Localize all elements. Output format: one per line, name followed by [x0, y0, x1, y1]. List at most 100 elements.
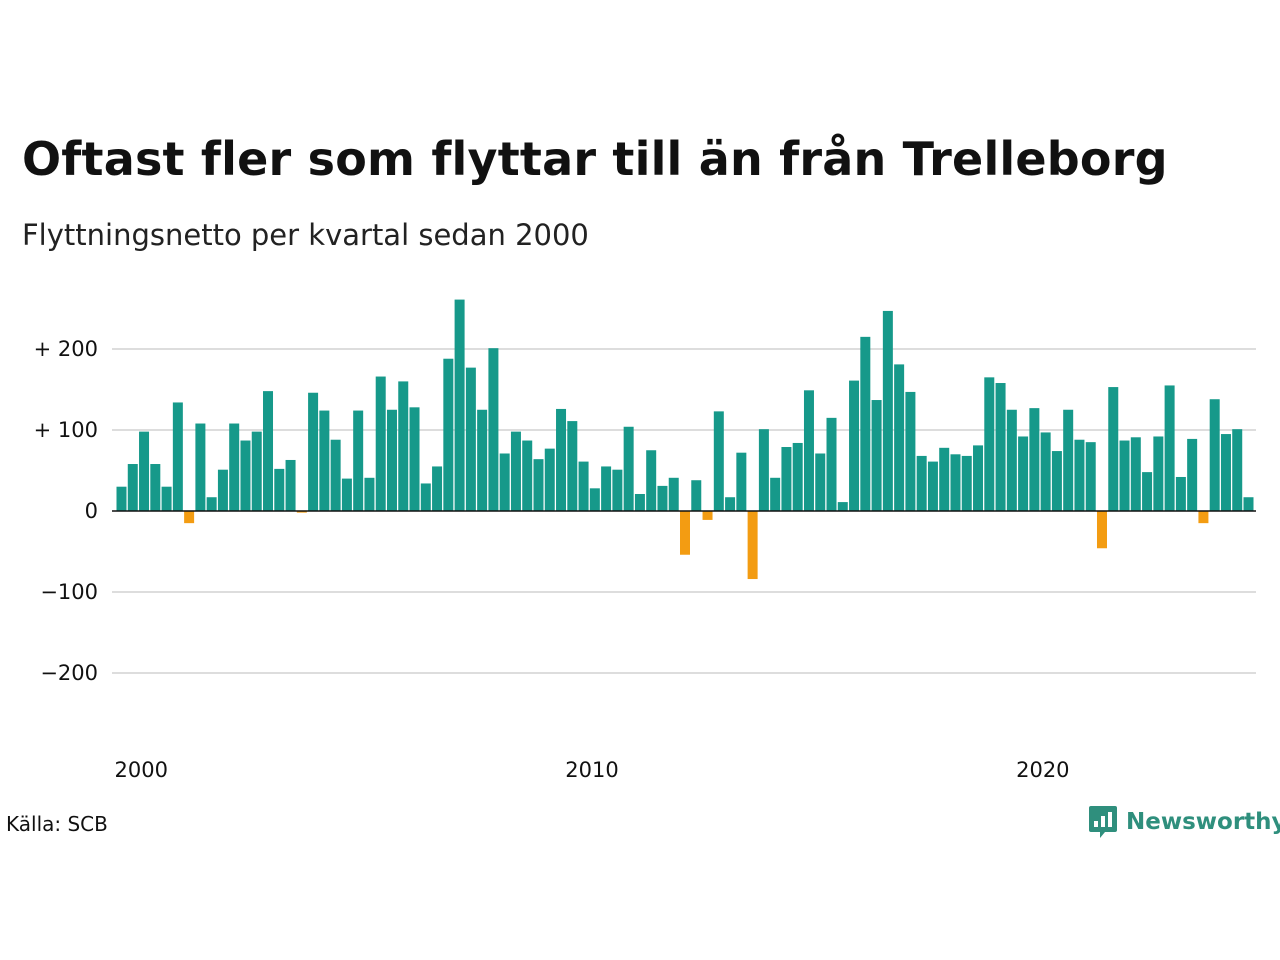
y-tick-label: + 200 [34, 337, 98, 361]
bar [285, 459, 296, 511]
bar [803, 390, 814, 511]
bar [1153, 436, 1164, 511]
bar [961, 455, 972, 511]
bar [409, 407, 420, 511]
bar [646, 450, 657, 511]
brand-name: Newsworthy [1126, 809, 1280, 835]
bar [477, 409, 488, 511]
bar [364, 477, 375, 511]
bar [995, 383, 1006, 511]
bar [849, 380, 860, 511]
bar [454, 299, 465, 511]
bar [680, 511, 690, 555]
bar [263, 391, 274, 511]
bar [229, 423, 240, 511]
bar [522, 440, 533, 511]
y-tick-label: −100 [40, 580, 98, 604]
bar [217, 469, 228, 511]
bar [1119, 440, 1130, 511]
bar [1130, 437, 1141, 511]
brand-logo: Newsworthy [1088, 804, 1280, 840]
bar [172, 402, 183, 511]
bar [420, 483, 431, 511]
bar [150, 464, 161, 511]
bar [240, 440, 251, 511]
chart-subtitle: Flyttningsnetto per kvartal sedan 2000 [22, 218, 589, 252]
bar [815, 453, 826, 511]
bar [973, 445, 984, 511]
bar [984, 377, 995, 511]
bar [826, 417, 837, 511]
bar [386, 409, 397, 511]
bar-chart: −200 −100 0 + 100 + 200 2000 2010 2020 [34, 299, 1256, 782]
bar [916, 455, 927, 511]
bar [375, 376, 386, 511]
bar [882, 310, 893, 511]
bar [1074, 439, 1085, 511]
bar [510, 431, 521, 511]
bar [939, 447, 950, 511]
bar [488, 348, 499, 511]
bar [1085, 442, 1096, 511]
bar [770, 477, 781, 511]
bar [319, 410, 330, 511]
bar [330, 439, 341, 511]
bar [601, 466, 612, 511]
bar [589, 488, 600, 511]
bar [274, 468, 285, 511]
bar [1006, 409, 1017, 511]
bar [1108, 387, 1119, 511]
bar [1232, 429, 1243, 511]
bar [634, 493, 645, 511]
bar [251, 431, 262, 511]
bar [499, 453, 510, 511]
x-tick-label: 2010 [565, 758, 618, 782]
bar [353, 410, 364, 511]
bar [612, 469, 623, 511]
bar [443, 358, 454, 511]
bar [1051, 451, 1062, 511]
gridlines [112, 348, 1256, 674]
bar [544, 448, 555, 511]
bar [127, 464, 138, 511]
bar [905, 391, 916, 511]
source-note: Källa: SCB [6, 812, 108, 836]
bar [1209, 399, 1220, 511]
bar [432, 466, 443, 511]
x-tick-label: 2020 [1016, 758, 1069, 782]
bar [713, 411, 724, 511]
bar [702, 511, 713, 520]
bar [1164, 385, 1175, 511]
y-tick-label: −200 [40, 661, 98, 685]
bar [567, 421, 578, 511]
bar [927, 461, 938, 511]
bar [1029, 408, 1040, 511]
bar [1175, 476, 1186, 511]
bar [1096, 511, 1107, 549]
bar [398, 381, 409, 511]
bar [657, 485, 668, 511]
x-tick-label: 2000 [115, 758, 168, 782]
bar [206, 497, 217, 511]
bar [781, 447, 792, 511]
axes: −200 −100 0 + 100 + 200 2000 2010 2020 [34, 337, 1256, 782]
bar [894, 364, 905, 511]
bar [1142, 472, 1153, 511]
bar [837, 502, 848, 511]
y-tick-label: 0 [85, 499, 98, 523]
bar [1018, 436, 1029, 511]
bar [556, 408, 567, 511]
bar [533, 459, 544, 511]
bar [860, 336, 871, 511]
bar [139, 431, 150, 511]
bar [623, 426, 634, 511]
bar [195, 423, 206, 511]
bar [691, 480, 702, 511]
bar [296, 511, 307, 513]
bar [950, 454, 961, 511]
bar [308, 392, 319, 511]
bar [792, 442, 803, 511]
chart-title: Oftast fler som flyttar till än från Tre… [22, 132, 1168, 186]
bar [578, 461, 589, 511]
bars [116, 299, 1254, 580]
